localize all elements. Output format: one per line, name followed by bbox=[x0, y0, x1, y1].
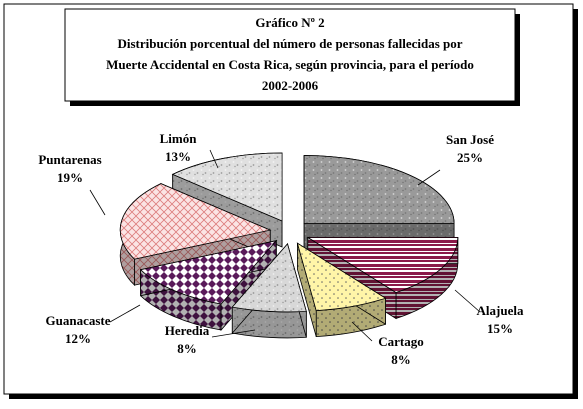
slice-label: Guanacaste bbox=[46, 313, 111, 328]
slice bbox=[303, 155, 455, 224]
slice-side-shade bbox=[232, 307, 307, 338]
leader-line bbox=[209, 149, 219, 169]
leader-line bbox=[417, 169, 441, 186]
leader-line bbox=[351, 321, 373, 342]
chart-title: Gráfico Nº 2 bbox=[255, 15, 324, 30]
slice bbox=[171, 152, 283, 222]
slice-label: San José bbox=[446, 132, 494, 147]
chart-subtitle: Muerte Accidental en Costa Rica, según p… bbox=[106, 57, 474, 72]
slice bbox=[119, 183, 272, 260]
slice-label: Puntarenas bbox=[38, 152, 101, 167]
leader-line bbox=[89, 189, 106, 216]
slice-label: Alajuela bbox=[477, 303, 524, 318]
value-label: 19% bbox=[57, 170, 83, 185]
chart-subtitle: Distribución porcentual del número de pe… bbox=[117, 36, 462, 51]
chart-subtitle: 2002-2006 bbox=[262, 78, 319, 93]
slice-label: Cartago bbox=[378, 334, 424, 349]
slice bbox=[306, 237, 459, 293]
leader-line bbox=[109, 304, 141, 323]
leader-line bbox=[454, 289, 481, 313]
value-label: 13% bbox=[165, 149, 191, 164]
value-label: 8% bbox=[391, 352, 411, 367]
value-label: 15% bbox=[487, 321, 513, 336]
leader-line bbox=[211, 329, 256, 338]
slice-label: Limón bbox=[160, 131, 198, 146]
slice-side-shade bbox=[396, 237, 458, 319]
value-label: 25% bbox=[457, 150, 483, 165]
value-label: 12% bbox=[65, 331, 91, 346]
slice bbox=[296, 242, 387, 312]
slice bbox=[231, 243, 307, 313]
slice bbox=[139, 240, 278, 305]
slice-side-shade bbox=[297, 243, 317, 337]
slice-label: Heredia bbox=[165, 323, 210, 338]
value-label: 8% bbox=[177, 341, 197, 356]
title-box bbox=[64, 8, 516, 102]
